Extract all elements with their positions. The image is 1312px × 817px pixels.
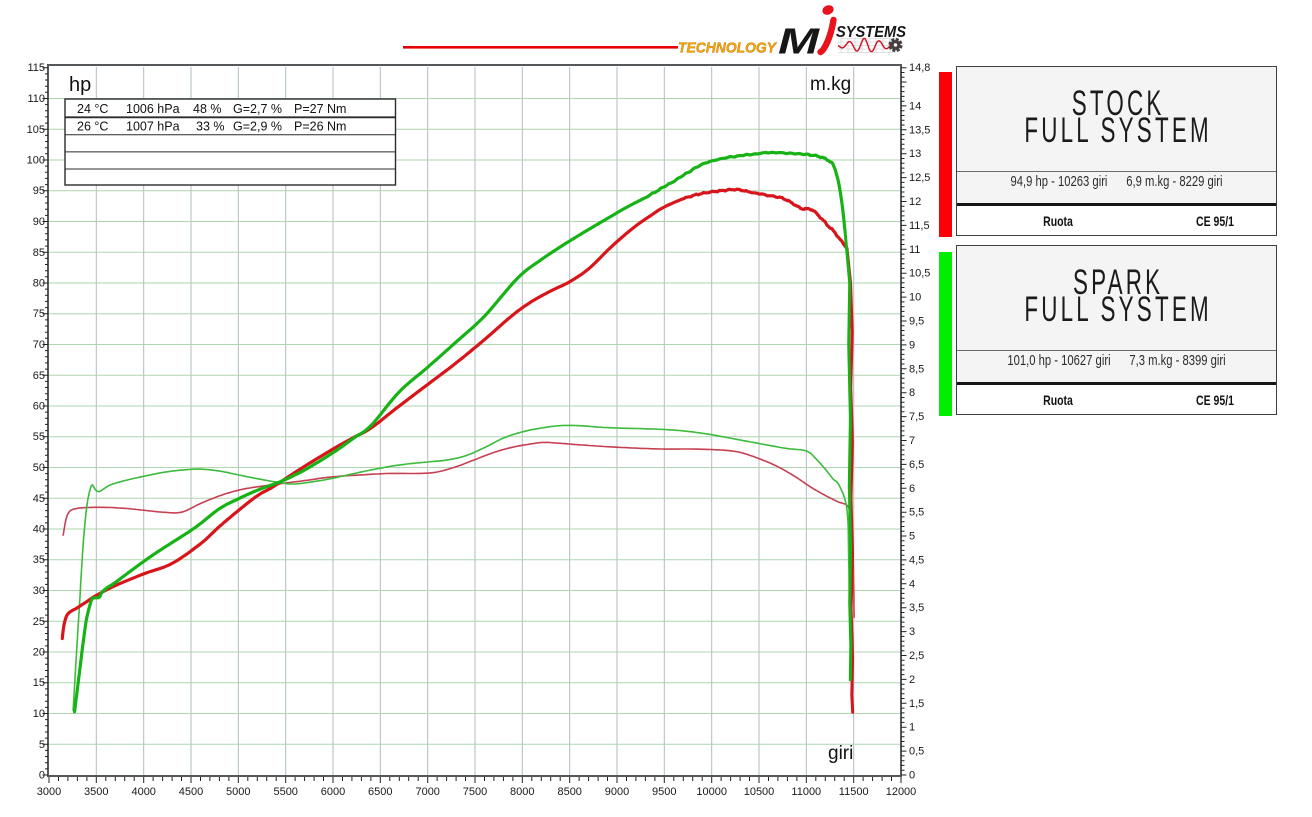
- svg-text:65: 65: [33, 370, 45, 382]
- svg-text:9000: 9000: [605, 786, 629, 798]
- svg-text:10: 10: [909, 292, 921, 304]
- svg-text:m.kg: m.kg: [810, 74, 851, 95]
- svg-text:8000: 8000: [510, 786, 534, 798]
- svg-text:8500: 8500: [557, 786, 581, 798]
- svg-text:G=2,9 %: G=2,9 %: [233, 120, 282, 134]
- svg-text:8: 8: [909, 387, 915, 399]
- svg-text:4: 4: [909, 578, 915, 590]
- svg-text:60: 60: [33, 401, 45, 413]
- svg-text:TECHNOLOGY: TECHNOLOGY: [678, 40, 778, 57]
- svg-text:6000: 6000: [321, 786, 345, 798]
- svg-text:50: 50: [33, 462, 45, 474]
- svg-text:35: 35: [33, 554, 45, 566]
- svg-text:20: 20: [33, 647, 45, 659]
- svg-text:G=2,7 %: G=2,7 %: [233, 102, 282, 116]
- svg-text:55: 55: [33, 431, 45, 443]
- svg-text:1: 1: [909, 722, 915, 734]
- svg-text:SYSTEMS: SYSTEMS: [836, 24, 906, 41]
- svg-text:2,5: 2,5: [909, 650, 924, 662]
- svg-text:26 °C: 26 °C: [77, 120, 108, 134]
- svg-text:5: 5: [39, 739, 45, 751]
- svg-text:12: 12: [909, 196, 921, 208]
- svg-text:30: 30: [33, 585, 45, 597]
- svg-text:4000: 4000: [131, 786, 155, 798]
- svg-text:0: 0: [909, 770, 915, 782]
- svg-text:1007 hPa: 1007 hPa: [126, 120, 180, 134]
- svg-text:7,5: 7,5: [909, 411, 924, 423]
- svg-text:4,5: 4,5: [909, 554, 924, 566]
- svg-text:11: 11: [909, 244, 920, 256]
- svg-text:M: M: [778, 21, 820, 62]
- svg-text:3500: 3500: [84, 786, 108, 798]
- svg-text:6500: 6500: [368, 786, 392, 798]
- svg-text:45: 45: [33, 493, 45, 505]
- svg-text:1,5: 1,5: [909, 698, 924, 710]
- svg-text:48 %: 48 %: [193, 102, 222, 116]
- svg-text:5: 5: [909, 531, 915, 543]
- svg-text:hp: hp: [69, 74, 91, 96]
- svg-text:3,5: 3,5: [909, 602, 924, 614]
- svg-text:115: 115: [27, 62, 45, 74]
- svg-text:P=26 Nm: P=26 Nm: [294, 120, 346, 134]
- svg-text:100: 100: [27, 155, 45, 167]
- svg-text:6,5: 6,5: [909, 459, 924, 471]
- svg-text:11,5: 11,5: [909, 220, 930, 232]
- svg-text:giri: giri: [828, 743, 853, 764]
- svg-text:85: 85: [33, 247, 45, 259]
- svg-text:10: 10: [33, 708, 45, 720]
- svg-text:9500: 9500: [652, 786, 676, 798]
- svg-text:11000: 11000: [791, 786, 821, 798]
- svg-text:3: 3: [909, 626, 915, 638]
- svg-text:5,5: 5,5: [909, 507, 924, 519]
- svg-text:12,5: 12,5: [909, 172, 930, 184]
- svg-text:P=27 Nm: P=27 Nm: [294, 102, 346, 116]
- svg-text:33 %: 33 %: [196, 120, 225, 134]
- svg-text:14: 14: [909, 100, 921, 112]
- svg-text:10,5: 10,5: [909, 268, 930, 280]
- svg-text:10500: 10500: [744, 786, 775, 798]
- svg-text:11500: 11500: [839, 786, 869, 798]
- svg-text:0,5: 0,5: [909, 746, 924, 758]
- svg-text:12000: 12000: [886, 786, 917, 798]
- svg-text:5500: 5500: [273, 786, 297, 798]
- svg-text:15: 15: [33, 677, 45, 689]
- svg-text:8,5: 8,5: [909, 363, 924, 375]
- svg-text:110: 110: [27, 93, 45, 105]
- svg-text:9: 9: [909, 339, 915, 351]
- svg-text:24 °C: 24 °C: [77, 102, 108, 116]
- svg-text:25: 25: [33, 616, 45, 628]
- svg-text:7000: 7000: [415, 786, 439, 798]
- svg-text:3000: 3000: [37, 786, 61, 798]
- svg-text:13,5: 13,5: [909, 124, 930, 136]
- svg-text:70: 70: [33, 339, 45, 351]
- svg-text:2: 2: [909, 674, 915, 686]
- svg-text:6: 6: [909, 483, 915, 495]
- svg-text:5000: 5000: [226, 786, 250, 798]
- svg-text:40: 40: [33, 524, 45, 536]
- svg-text:9,5: 9,5: [909, 316, 924, 328]
- svg-text:0: 0: [39, 770, 45, 782]
- svg-text:75: 75: [33, 308, 45, 320]
- svg-text:7500: 7500: [463, 786, 487, 798]
- svg-text:7: 7: [909, 435, 915, 447]
- svg-text:10000: 10000: [696, 786, 727, 798]
- svg-text:13: 13: [909, 148, 921, 160]
- svg-text:90: 90: [33, 216, 45, 228]
- svg-text:95: 95: [33, 185, 45, 197]
- svg-text:105: 105: [27, 124, 45, 136]
- svg-text:4500: 4500: [179, 786, 203, 798]
- svg-text:14,8: 14,8: [909, 62, 930, 74]
- svg-text:1006 hPa: 1006 hPa: [126, 102, 180, 116]
- svg-text:80: 80: [33, 278, 45, 290]
